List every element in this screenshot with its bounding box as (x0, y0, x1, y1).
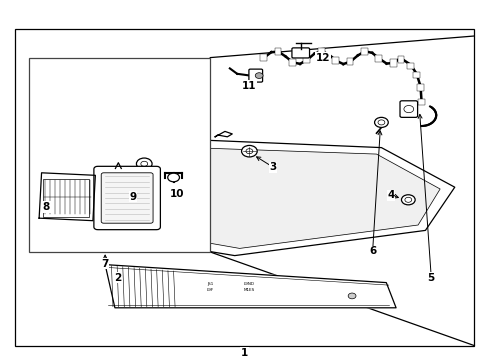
Text: 8: 8 (43, 202, 50, 212)
Text: 4: 4 (386, 190, 394, 200)
Circle shape (347, 293, 355, 299)
Bar (331, 57, 338, 64)
Text: 2: 2 (114, 273, 121, 283)
Text: 5: 5 (427, 273, 434, 283)
FancyBboxPatch shape (248, 69, 262, 82)
Text: 6: 6 (368, 246, 375, 256)
Circle shape (401, 195, 414, 205)
Circle shape (136, 158, 152, 170)
FancyBboxPatch shape (94, 166, 160, 230)
Bar (29, 58, 210, 252)
Text: 10: 10 (169, 189, 184, 199)
Bar (360, 48, 367, 55)
Polygon shape (137, 146, 439, 248)
Bar (288, 59, 295, 66)
Circle shape (241, 145, 257, 157)
Text: 12: 12 (315, 53, 329, 63)
Bar (15, 29, 473, 346)
Bar (407, 63, 413, 69)
Bar (346, 58, 353, 65)
Bar (43, 179, 89, 217)
Circle shape (167, 173, 179, 182)
Bar (417, 99, 424, 105)
Text: JS1: JS1 (207, 282, 213, 287)
FancyBboxPatch shape (101, 173, 153, 223)
Bar (416, 84, 423, 91)
Circle shape (255, 73, 263, 78)
FancyBboxPatch shape (291, 48, 309, 58)
Circle shape (374, 117, 387, 127)
Text: L9F: L9F (206, 288, 213, 292)
Polygon shape (39, 173, 95, 221)
Bar (389, 59, 396, 67)
Bar (375, 55, 382, 62)
Text: 1: 1 (241, 348, 247, 358)
Bar (397, 56, 404, 63)
Text: 11: 11 (242, 81, 256, 91)
FancyBboxPatch shape (399, 101, 417, 117)
Polygon shape (124, 137, 454, 256)
Text: 7: 7 (101, 258, 109, 269)
Text: 9: 9 (129, 192, 136, 202)
Bar (303, 56, 309, 63)
Text: 3: 3 (269, 162, 276, 172)
Polygon shape (105, 265, 395, 308)
Bar (317, 48, 324, 55)
Bar (274, 48, 281, 55)
Bar (260, 54, 266, 61)
Bar (412, 72, 419, 78)
Text: L9ND: L9ND (244, 282, 254, 287)
Text: M1ES: M1ES (243, 288, 255, 292)
